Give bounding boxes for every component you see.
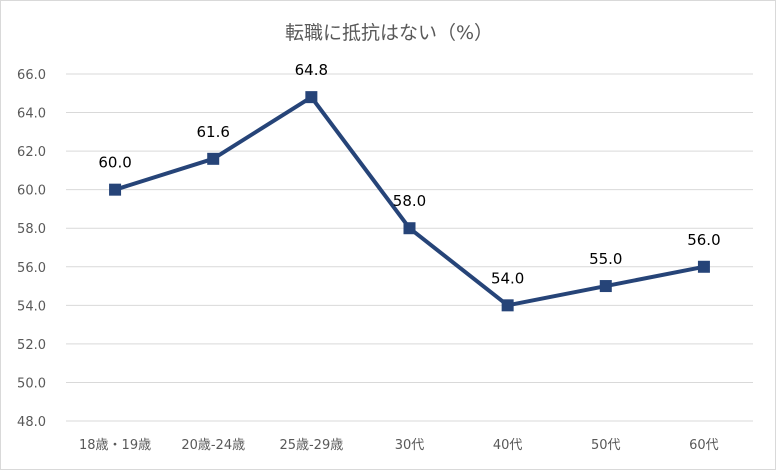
data-point-marker	[697, 260, 710, 273]
x-tick-label: 18歳・19歳	[79, 438, 151, 453]
data-point-marker	[599, 280, 612, 293]
y-axis-ticks: 48.0 50.0 52.0 54.0 56.0 58.0 60.0 62.0 64.0 66.0	[17, 68, 46, 430]
y-tick-label: 54.0	[17, 299, 46, 314]
markers-group	[109, 91, 710, 312]
x-tick-label: 30代	[395, 438, 425, 453]
y-tick-label: 62.0	[17, 145, 46, 160]
gridlines	[66, 73, 753, 422]
data-point-marker	[305, 91, 318, 104]
data-label: 60.0	[98, 154, 131, 172]
chart-title: 転職に抵抗はない（%）	[285, 22, 493, 44]
data-label: 58.0	[393, 192, 426, 210]
x-tick-label: 20歳-24歳	[181, 438, 245, 453]
data-label: 54.0	[491, 269, 524, 287]
y-tick-label: 56.0	[17, 261, 46, 276]
y-tick-label: 60.0	[17, 184, 46, 199]
x-tick-label: 50代	[591, 438, 621, 453]
x-tick-label: 25歳-29歳	[279, 438, 343, 453]
x-axis-ticks: 18歳・19歳 20歳-24歳 25歳-29歳 30代 40代 50代 60代	[79, 438, 719, 453]
x-tick-label: 60代	[689, 438, 719, 453]
data-point-marker	[403, 222, 416, 235]
y-tick-label: 48.0	[17, 415, 46, 430]
y-tick-label: 64.0	[17, 107, 46, 122]
x-tick-label: 40代	[493, 438, 523, 453]
y-tick-label: 50.0	[17, 376, 46, 391]
data-label: 64.8	[295, 61, 328, 79]
y-tick-label: 58.0	[17, 222, 46, 237]
y-tick-label: 52.0	[17, 338, 46, 353]
data-label: 61.6	[197, 123, 230, 141]
data-labels-group: 60.0 61.6 64.8 58.0 54.0 55.0 56.0	[98, 61, 720, 287]
data-point-marker	[501, 299, 514, 312]
data-label: 55.0	[589, 250, 622, 268]
data-label: 56.0	[687, 231, 720, 249]
y-tick-label: 66.0	[17, 68, 46, 83]
data-point-marker	[207, 152, 220, 165]
data-point-marker	[109, 183, 122, 196]
